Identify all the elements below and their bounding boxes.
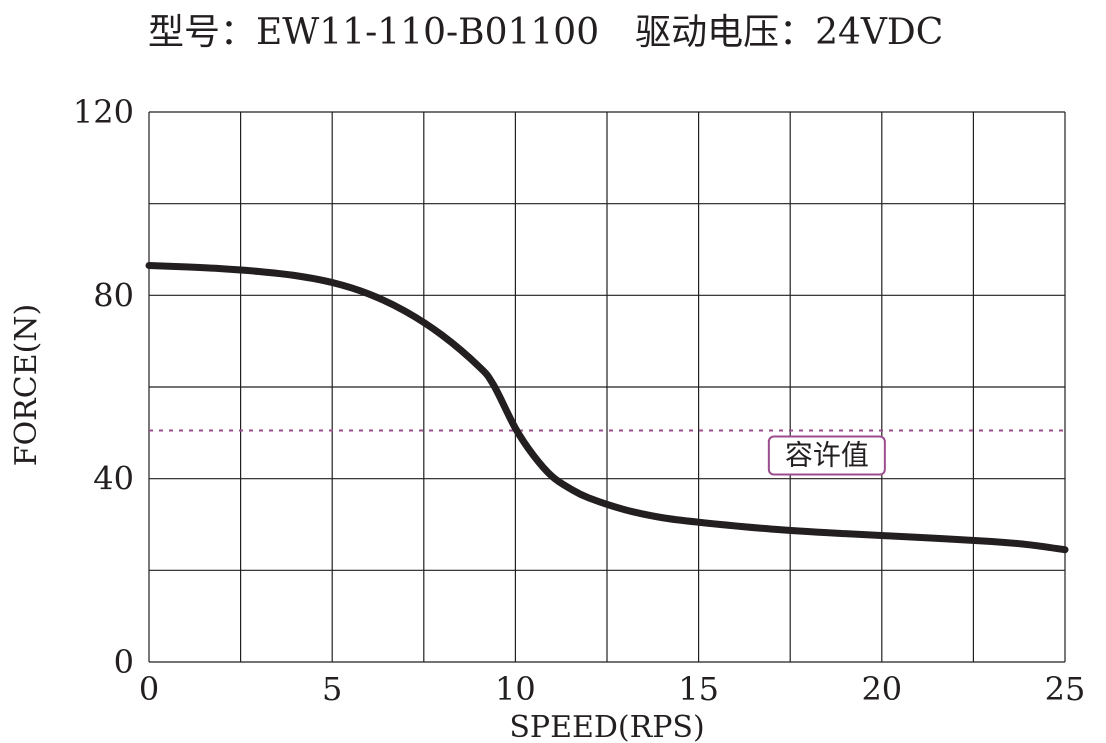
- series-line: [145, 262, 1069, 554]
- y-axis-label: FORCE(N): [9, 304, 44, 467]
- x-tick-label: 15: [678, 670, 719, 708]
- x-axis-label: SPEED(RPS): [509, 710, 704, 743]
- reference-label-text: 容许值: [785, 439, 869, 472]
- y-tick-label: 40: [93, 460, 134, 498]
- x-tick-label: 0: [139, 670, 159, 708]
- y-axis-ticks: 0 40 80 120: [73, 93, 134, 681]
- grid: [148, 111, 1066, 663]
- y-tick-label: 0: [114, 643, 134, 681]
- reference-label-box: [767, 435, 886, 476]
- x-axis-ticks: 0 5 10 15 20 25: [139, 670, 1086, 708]
- x-tick-label: 10: [495, 670, 536, 708]
- reference-label: 容许值: [767, 435, 886, 476]
- x-tick-label: 25: [1045, 670, 1086, 708]
- x-tick-label: 5: [322, 670, 342, 708]
- y-tick-label: 120: [73, 93, 134, 131]
- chart-title: 型号：EW11-110-B01100 驱动电压：24VDC: [148, 12, 943, 53]
- x-tick-label: 20: [861, 670, 902, 708]
- y-tick-label: 80: [93, 276, 134, 314]
